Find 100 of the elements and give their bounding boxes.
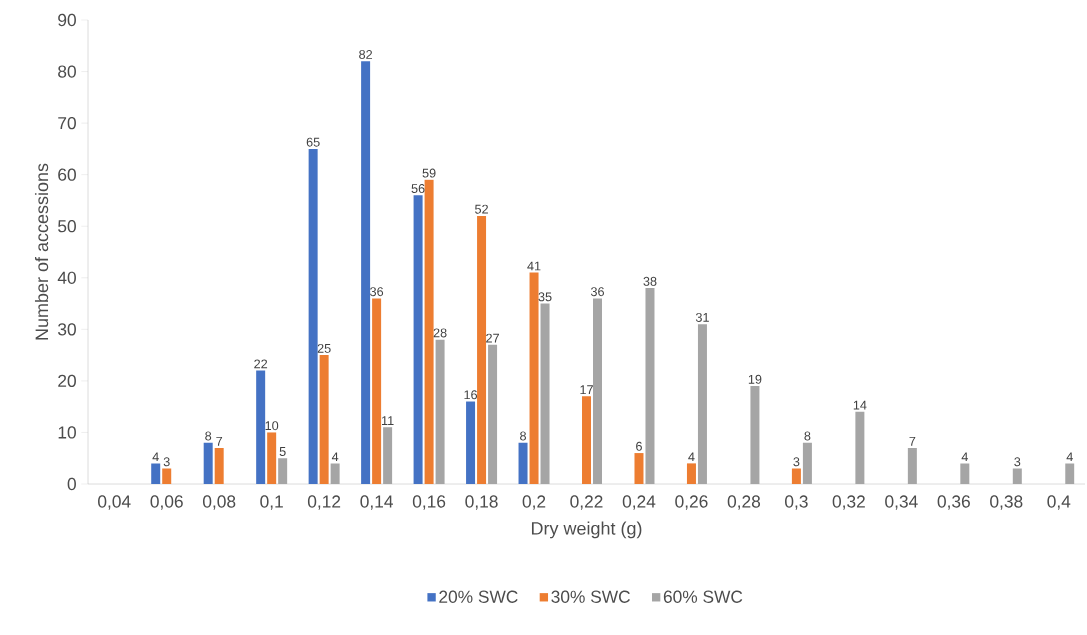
bar <box>529 272 539 484</box>
data-label: 5 <box>279 447 286 456</box>
data-label: 4 <box>688 452 695 462</box>
data-label: 7 <box>909 436 916 446</box>
bar <box>960 463 970 484</box>
x-tick-label: 0,22 <box>570 495 603 510</box>
x-tick-label: 0,2 <box>522 495 546 510</box>
data-label: 4 <box>961 452 968 462</box>
bar <box>424 179 434 484</box>
bar <box>383 427 393 484</box>
x-tick-label: 0,24 <box>622 495 656 510</box>
bar <box>1012 468 1022 484</box>
legend-label: 30% SWC <box>551 590 630 603</box>
bar <box>162 468 172 484</box>
data-label: 41 <box>527 261 541 271</box>
data-label: 31 <box>695 312 709 322</box>
data-label: 19 <box>748 374 762 384</box>
bar <box>413 195 423 484</box>
bar <box>907 447 917 484</box>
bar <box>540 303 550 484</box>
x-tick-label: 0,26 <box>675 495 708 510</box>
data-label: 8 <box>520 431 527 441</box>
bar <box>466 401 476 484</box>
bar <box>477 215 487 484</box>
data-label: 8 <box>804 431 811 441</box>
bar <box>308 148 318 484</box>
bar <box>582 396 592 484</box>
data-label: 3 <box>163 457 170 467</box>
y-axis-title: Number of accessions <box>34 163 49 340</box>
data-label: 3 <box>1014 457 1021 467</box>
data-label: 4 <box>152 452 159 462</box>
x-tick-label: 0,3 <box>785 495 808 510</box>
data-label: 59 <box>422 168 436 178</box>
data-label: 10 <box>265 421 279 431</box>
bar <box>634 453 644 484</box>
bar <box>330 463 340 484</box>
bar <box>214 447 224 484</box>
data-label: 14 <box>853 400 867 410</box>
x-tick-label: 0,16 <box>412 495 446 510</box>
y-tick-label: 70 <box>58 116 76 130</box>
y-tick-label: 10 <box>58 426 76 439</box>
bar <box>645 288 655 484</box>
x-tick-label: 0,32 <box>832 495 865 510</box>
x-tick-label: 0,12 <box>307 495 341 510</box>
bar <box>791 468 801 484</box>
bar <box>518 442 528 484</box>
bar <box>697 324 707 484</box>
legend-label: 60% SWC <box>663 590 743 603</box>
data-label: 36 <box>370 287 384 297</box>
y-tick-label: 50 <box>58 220 76 233</box>
bar <box>278 458 288 484</box>
y-tick-label: 0 <box>67 477 76 491</box>
data-label: 27 <box>486 333 499 343</box>
data-label: 36 <box>590 287 604 297</box>
x-tick-label: 0,06 <box>150 495 183 510</box>
bar <box>593 298 603 484</box>
bar <box>855 411 865 484</box>
x-tick-label: 0,1 <box>260 495 283 510</box>
bar <box>151 463 161 484</box>
bar <box>686 463 696 484</box>
bar <box>256 370 266 484</box>
data-label: 8 <box>205 431 212 441</box>
data-label: 4 <box>1066 452 1073 462</box>
x-axis-title: Dry weight (g) <box>531 521 642 539</box>
data-label: 82 <box>359 50 373 59</box>
data-label: 56 <box>411 184 425 194</box>
bar <box>750 386 760 484</box>
data-label: 6 <box>636 441 642 451</box>
y-tick-label: 80 <box>58 65 76 78</box>
bar <box>1065 463 1075 484</box>
data-label: 52 <box>475 204 488 214</box>
y-tick-label: 90 <box>58 13 76 27</box>
data-label: 11 <box>382 416 394 426</box>
legend-label: 20% SWC <box>439 590 518 603</box>
x-tick-label: 0,14 <box>360 495 393 510</box>
data-label: 17 <box>580 385 593 395</box>
x-tick-label: 0,28 <box>727 495 761 510</box>
data-label: 38 <box>643 276 657 286</box>
bar <box>203 442 213 484</box>
data-label: 65 <box>306 137 320 147</box>
x-tick-label: 0,4 <box>1047 495 1071 510</box>
bar <box>435 339 445 484</box>
data-label: 4 <box>331 452 339 462</box>
y-tick-label: 40 <box>57 271 76 284</box>
bar <box>802 442 812 484</box>
x-tick-label: 0,04 <box>98 495 131 510</box>
y-tick-label: 30 <box>58 323 76 336</box>
data-label: 7 <box>216 436 223 446</box>
x-tick-label: 0,38 <box>990 495 1023 510</box>
data-label: 16 <box>464 390 478 400</box>
x-tick-label: 0,18 <box>465 495 498 510</box>
y-tick-label: 60 <box>58 168 76 181</box>
bar <box>488 344 498 484</box>
data-label: 3 <box>793 457 800 467</box>
data-label: 22 <box>254 359 268 369</box>
bar <box>372 298 382 484</box>
bar <box>319 355 329 484</box>
x-tick-label: 0,08 <box>202 495 236 510</box>
x-tick-label: 0,36 <box>937 495 970 510</box>
bar <box>267 432 277 484</box>
